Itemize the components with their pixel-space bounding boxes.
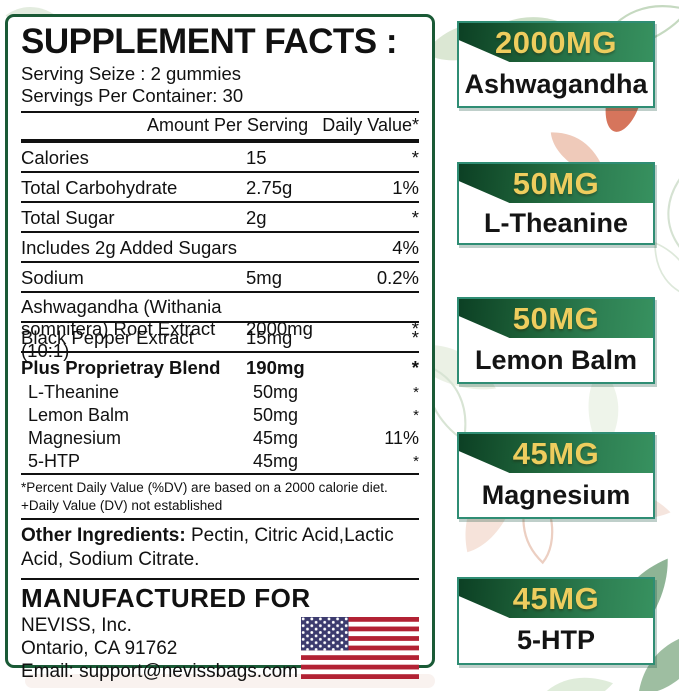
row-amount: 50mg <box>253 382 299 403</box>
blend-dv: * <box>411 356 419 378</box>
row-amount: 2000mg <box>246 318 313 340</box>
badge-card-l-theanine: 50MG L-Theanine <box>457 162 655 245</box>
badge-ribbon: 45MG <box>459 434 653 473</box>
manufactured-for-heading: MANUFACTURED FOR <box>21 582 311 613</box>
row-dv: * <box>411 146 419 168</box>
row-name: Total Sugar <box>21 206 115 228</box>
support-email: Email: support@nevissbags.com <box>21 661 298 683</box>
row-dv: * <box>411 326 419 348</box>
row-amount: 45mg <box>253 428 299 449</box>
row-dv: 0.2% <box>376 266 419 288</box>
footnote-line-2: +Daily Value (DV) not established <box>21 497 223 513</box>
row-name: Magnesium <box>28 428 122 449</box>
row-dv: * <box>411 206 419 228</box>
badge-ingredient-name: Lemon Balm <box>474 344 638 375</box>
daily-value-footnote: *Percent Daily Value (%DV) are based on … <box>21 473 419 518</box>
table-row: Ashwagandha (Withania somnifera) Root Ex… <box>21 291 419 361</box>
column-amount-per-serving: Amount Per Serving <box>147 115 309 136</box>
badge-ingredient-name: Ashwagandha <box>464 68 648 99</box>
row-dv: * <box>413 453 419 471</box>
row-dv: * <box>413 407 419 425</box>
row-name: 5-HTP <box>28 451 81 472</box>
table-row: Sodium 5mg 0.2% <box>21 261 419 291</box>
usa-flag-icon <box>301 617 419 680</box>
row-dv: 4% <box>392 236 419 258</box>
other-ingredients-label: Other Ingredients: <box>21 525 186 547</box>
row-name: Lemon Balm <box>28 405 130 426</box>
badge-card-lemon-balm: 50MG Lemon Balm <box>457 297 655 384</box>
row-name: Black Pepper Extract <box>21 326 194 348</box>
badge-amount: 50MG <box>512 165 600 201</box>
table-row: Black Pepper Extract 15mg * <box>21 321 419 351</box>
badge-amount: 2000MG <box>495 24 617 60</box>
row-name: Ashwagandha (Withania somnifera) Root Ex… <box>21 296 222 362</box>
company-name: NEVISS, Inc. <box>21 614 132 636</box>
badge-amount: 45MG <box>512 580 600 616</box>
table-row: Total Carbohydrate 2.75g 1% <box>21 171 419 201</box>
other-ingredients-text: Pectin, Citric Acid,Lactic Acid, Sodium … <box>21 525 394 571</box>
blend-item-row: 5-HTP 45mg * <box>21 450 419 473</box>
blend-item-row: Magnesium 45mg 11% <box>21 427 419 450</box>
divider <box>21 111 419 114</box>
row-amount: 5mg <box>246 266 282 288</box>
row-dv: 11% <box>384 428 419 449</box>
manufacturer-section: MANUFACTURED FOR NEVISS, Inc. Ontario, C… <box>21 577 419 684</box>
row-name: Includes 2g Added Sugars <box>21 236 237 258</box>
blend-item-row: Lemon Balm 50mg * <box>21 404 419 427</box>
badge-ribbon: 50MG <box>459 164 653 203</box>
table-row: Calories 15 * <box>21 141 419 171</box>
row-dv: * <box>413 384 419 402</box>
row-name: Total Carbohydrate <box>21 176 178 198</box>
badge-ingredient-name: 5-HTP <box>516 625 595 655</box>
badge-card-magnesium: 45MG Magnesium <box>457 432 655 519</box>
badge-ingredient-name: Magnesium <box>481 479 631 510</box>
row-name: L-Theanine <box>28 382 120 403</box>
badge-amount: 45MG <box>512 435 600 471</box>
row-amount: 2.75g <box>246 176 293 198</box>
row-amount: 2g <box>246 206 267 228</box>
company-address: Ontario, CA 91762 <box>21 638 178 660</box>
panel-title: SUPPLEMENT FACTS : <box>21 22 398 61</box>
badge-ribbon: 2000MG <box>459 23 653 62</box>
row-dv: 1% <box>392 176 419 198</box>
row-amount: 50mg <box>253 405 299 426</box>
row-dv: * <box>411 318 419 340</box>
badge-ribbon: 50MG <box>459 299 653 338</box>
blend-header-row: Plus Proprietray Blend 190mg * <box>21 351 419 381</box>
supplement-facts-panel: SUPPLEMENT FACTS : Serving Seize : 2 gum… <box>5 14 435 682</box>
column-daily-value: Daily Value* <box>322 115 419 136</box>
other-ingredients: Other Ingredients: Pectin, Citric Acid,L… <box>21 518 419 578</box>
blend-item-row: L-Theanine 50mg * <box>21 381 419 404</box>
row-amount: 15 <box>246 146 267 168</box>
footnote-line-1: *Percent Daily Value (%DV) are based on … <box>21 480 388 496</box>
badge-card-ashwagandha: 2000MG Ashwagandha <box>457 21 655 108</box>
badge-ribbon: 45MG <box>459 579 653 618</box>
table-row: Total Sugar 2g * <box>21 201 419 231</box>
blend-name: Plus Proprietray Blend <box>21 356 221 378</box>
table-header: Amount Per Serving Daily Value* <box>21 113 419 142</box>
servings-per-container: Servings Per Container: 30 <box>21 85 244 107</box>
row-amount: 45mg <box>253 451 299 472</box>
blend-amount: 190mg <box>246 356 305 378</box>
badge-card-5-htp: 45MG 5-HTP <box>457 577 655 665</box>
table-row: Includes 2g Added Sugars 4% <box>21 231 419 261</box>
row-amount: 15mg <box>246 326 293 348</box>
badge-ingredient-name: L-Theanine <box>483 207 628 238</box>
badge-amount: 50MG <box>512 300 600 336</box>
row-name: Sodium <box>21 266 84 288</box>
row-name: Calories <box>21 146 89 168</box>
serving-size: Serving Seize : 2 gummies <box>21 63 242 84</box>
